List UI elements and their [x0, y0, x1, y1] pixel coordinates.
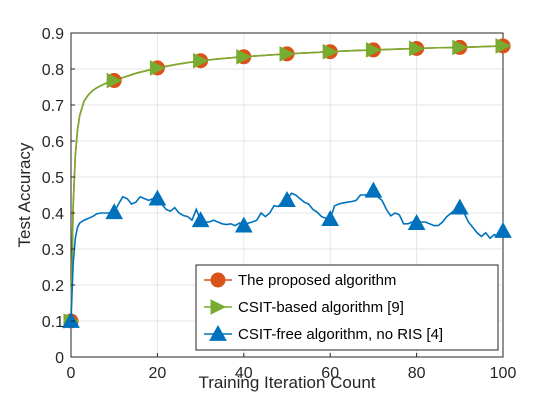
y-tick-label: 0.1	[42, 314, 64, 331]
data-point-triangle-right	[452, 39, 468, 56]
data-point-circle	[210, 272, 226, 288]
data-point-triangle-right	[210, 299, 227, 315]
data-point-triangle-up	[278, 191, 296, 207]
y-tick-label: 0.5	[42, 170, 64, 187]
x-tick-label: 80	[408, 365, 426, 382]
y-tick-label: 0.8	[42, 62, 64, 79]
series-markers	[62, 38, 512, 329]
data-point-triangle-up	[234, 216, 253, 233]
data-point-triangle-right	[193, 52, 209, 69]
data-point-triangle-up	[191, 211, 210, 228]
x-tick-label: 0	[67, 365, 76, 382]
legend-label: CSIT-free algorithm, no RIS [4]	[238, 326, 443, 343]
data-point-triangle-right	[106, 72, 123, 89]
y-tick-label: 0	[55, 350, 64, 367]
data-point-triangle-right	[236, 48, 252, 65]
data-point-triangle-right	[279, 46, 296, 62]
legend-label: CSIT-based algorithm [9]	[238, 299, 404, 316]
data-point-triangle-up	[364, 181, 383, 198]
data-point-triangle-right	[495, 38, 512, 54]
legend-entry: CSIT-based algorithm [9]	[204, 299, 404, 316]
data-point-triangle-up	[407, 214, 426, 230]
y-tick-label: 0.4	[42, 206, 64, 223]
data-point-triangle-right	[322, 43, 339, 60]
y-axis-label: Test Accuracy	[15, 142, 34, 247]
legend-box	[195, 264, 499, 351]
y-tick-label: 0.6	[42, 134, 64, 151]
data-point-triangle-right	[409, 40, 425, 57]
y-tick-label: 0.9	[42, 26, 64, 43]
plot-area-frame	[70, 32, 504, 358]
data-point-triangle-up	[494, 221, 512, 238]
x-axis-label: Training Iteration Count	[198, 373, 375, 392]
x-axis-ticks: 0 20 40 60 80 100	[67, 353, 517, 382]
y-tick-label: 0.7	[42, 98, 64, 115]
y-tick-label: 0.3	[42, 242, 64, 259]
x-tick-label: 100	[490, 365, 517, 382]
x-tick-label: 40	[235, 365, 253, 382]
data-point-triangle-right	[149, 60, 166, 76]
legend-entry: The proposed algorithm	[204, 272, 396, 289]
y-tick-label: 0.2	[42, 278, 64, 295]
x-tick-label: 20	[149, 365, 167, 382]
data-point-triangle-up	[321, 210, 340, 227]
legend-label: The proposed algorithm	[238, 272, 396, 289]
data-point-triangle-up	[62, 311, 80, 328]
data-point-triangle-right	[365, 42, 382, 58]
x-tick-label: 60	[321, 365, 339, 382]
data-point-triangle-up	[450, 198, 469, 215]
y-axis-ticks: 0 0.1 0.2 0.3 0.4 0.5 0.6 0.7 0.8 0.9	[42, 26, 75, 367]
legend-entry: CSIT-free algorithm, no RIS [4]	[204, 324, 443, 343]
legend: The proposed algorithm CSIT-based algorit…	[195, 264, 499, 351]
data-point-triangle-up	[209, 324, 227, 341]
data-point-triangle-up	[148, 189, 167, 206]
data-point-triangle-up	[105, 203, 124, 220]
